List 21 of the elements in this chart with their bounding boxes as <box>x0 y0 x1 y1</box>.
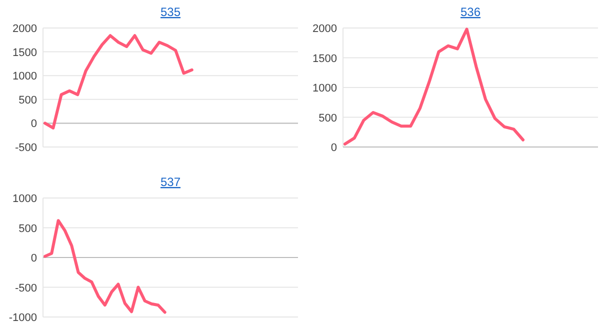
y-tick-label: 500 <box>18 222 37 235</box>
line-series <box>44 34 194 130</box>
y-tick-label: 0 <box>30 252 37 264</box>
y-tick-label: 1000 <box>12 193 37 205</box>
y-tick-label: -500 <box>14 282 37 294</box>
chart-title: 535 <box>160 5 181 19</box>
y-tick-label: 0 <box>330 142 337 154</box>
y-tick-label: 1000 <box>312 82 337 94</box>
y-tick-label: 1000 <box>12 70 37 83</box>
y-tick-label: 1500 <box>12 46 37 59</box>
y-tick-label: 0 <box>30 118 37 130</box>
y-tick-label: -500 <box>14 142 37 154</box>
y-tick-label: 500 <box>18 94 37 106</box>
chart-title: 536 <box>460 5 481 19</box>
chart-title: 537 <box>160 175 181 189</box>
y-tick-label: -1000 <box>8 312 37 324</box>
y-tick-label: 1500 <box>312 52 337 65</box>
y-tick-label: 2000 <box>12 23 37 35</box>
y-tick-label: 500 <box>318 112 337 124</box>
line-series <box>44 219 166 314</box>
y-tick-label: 2000 <box>312 23 337 35</box>
